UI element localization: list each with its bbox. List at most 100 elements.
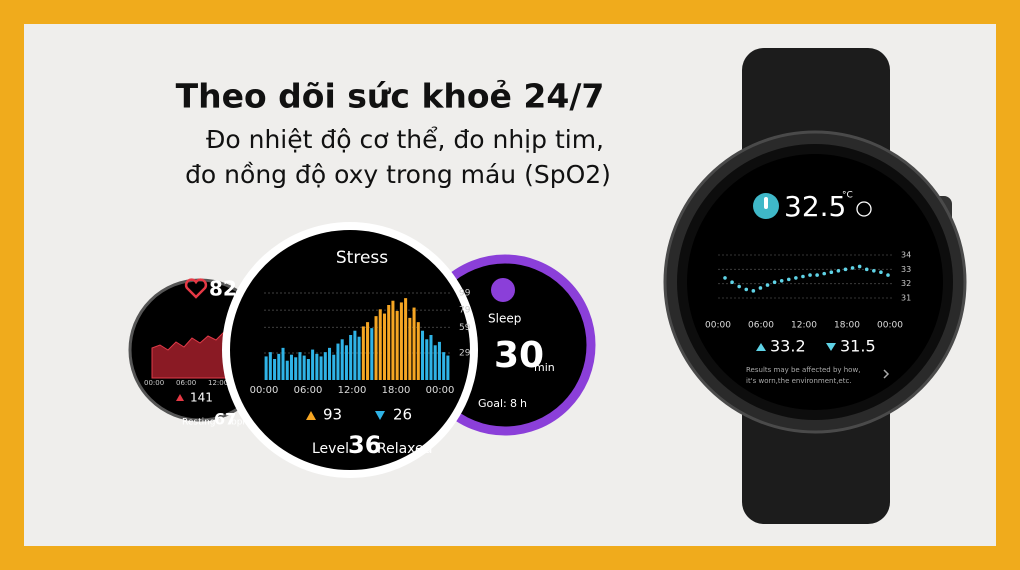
stress-bar	[366, 322, 370, 380]
stress-bar	[416, 322, 420, 380]
stress-min: 26	[393, 406, 412, 424]
y-tick-label: 31	[901, 294, 911, 303]
y-tick-label: 99	[459, 289, 471, 299]
temp-point	[765, 283, 770, 287]
y-tick-label: 33	[901, 265, 911, 274]
stress-bar	[277, 353, 281, 380]
stress-bar	[336, 343, 340, 380]
temp-point	[886, 273, 890, 277]
level-text: Relaxed	[377, 441, 433, 457]
sleep-value: 30	[494, 335, 544, 376]
y-tick-label: 59	[459, 323, 471, 333]
stress-bar	[323, 352, 327, 380]
x-tick-label: 00:00	[705, 321, 731, 331]
temp-point	[794, 276, 798, 280]
temp-min: 31.5	[840, 337, 876, 356]
temp-point	[758, 286, 763, 290]
resting-value: 67	[214, 410, 236, 429]
y-tick-label: 29	[459, 349, 471, 359]
stress-bar	[298, 352, 302, 380]
down-arrow	[826, 343, 836, 351]
temp-point	[737, 284, 741, 289]
level-value: 36	[348, 431, 381, 459]
temp-unit: °C	[842, 191, 853, 201]
stress-bar	[378, 309, 382, 380]
sleep-unit: min	[534, 361, 555, 374]
temp-point	[879, 270, 883, 275]
resting-label: Resting	[182, 418, 216, 428]
stress-bar	[421, 330, 425, 380]
screen	[687, 154, 943, 410]
up-arrow	[176, 394, 184, 401]
stress-bar	[429, 335, 433, 380]
heart-max: 141	[190, 391, 213, 405]
temp-max: 33.2	[770, 337, 806, 356]
note: it's worn,the environment,etc.	[746, 377, 852, 385]
stress-bar	[340, 339, 344, 380]
temp-point	[850, 266, 855, 270]
stress-bar	[387, 305, 391, 380]
goal-label: Goal:	[478, 397, 507, 410]
stress-bar	[285, 360, 289, 380]
stress-bar	[332, 354, 336, 380]
x-tick-label: 00:00	[426, 385, 455, 396]
stress-bar	[442, 352, 446, 380]
temp-point	[843, 267, 848, 272]
temp-point	[836, 268, 841, 273]
x-label: 00:00	[144, 379, 164, 387]
moon-icon	[491, 278, 515, 302]
x-tick-label: 06:00	[294, 385, 323, 396]
x-tick-label: 12:00	[791, 321, 817, 331]
stress-bar	[306, 359, 310, 380]
stress-bar	[404, 298, 408, 380]
note: Results may be affected by how,	[746, 366, 860, 374]
x-tick-label: 12:00	[338, 385, 367, 396]
goal-unit: h	[520, 397, 527, 410]
temp-point	[822, 271, 827, 276]
stress-bar	[391, 300, 395, 380]
stress-bar	[349, 335, 353, 380]
temp-point	[801, 274, 805, 279]
resting-unit: bpm	[231, 418, 251, 428]
stress-bar	[264, 356, 268, 380]
x-label: 06:00	[176, 379, 196, 387]
up-arrow	[306, 411, 316, 420]
temp-point	[872, 268, 876, 273]
title: Theo dõi sức khoẻ 24/7	[176, 77, 605, 116]
up-arrow	[756, 343, 766, 351]
stress-bar	[311, 349, 315, 380]
subtitle: đo nồng độ oxy trong máu (SpO2)	[185, 160, 611, 189]
temp-point	[864, 267, 869, 272]
x-tick-label: 18:00	[834, 321, 860, 331]
sleep-label: Sleep	[488, 312, 521, 326]
stress-bar	[399, 302, 403, 380]
stress-bar	[315, 353, 319, 380]
x-tick-label: 00:00	[877, 321, 903, 331]
chevron	[883, 369, 890, 379]
stress-bar	[357, 336, 361, 380]
stress-bar	[319, 356, 323, 380]
thermo-glyph	[764, 197, 768, 209]
goal-value: 8	[510, 397, 517, 410]
temp-point	[744, 287, 749, 292]
temp-value: 32.5	[784, 190, 846, 223]
y-tick-label: 32	[901, 279, 911, 288]
x-tick-label: 06:00	[748, 321, 774, 331]
stress-bar	[374, 316, 378, 380]
stress-bar	[370, 328, 374, 380]
temp-point	[751, 289, 756, 293]
subtitle: Đo nhiệt độ cơ thể, đo nhịp tim,	[206, 125, 604, 154]
stress-bar	[281, 347, 285, 380]
stress-bar	[446, 355, 450, 380]
down-arrow	[375, 411, 385, 420]
stress-bar	[395, 311, 399, 380]
main-watch: 32.5 °C 33.2 31.5 Results may be affecte…	[663, 48, 967, 524]
stress-bar	[437, 341, 441, 380]
stress-max: 93	[323, 406, 342, 424]
x-label: 12:00	[208, 379, 228, 387]
stress-bar	[433, 345, 437, 380]
info-icon	[856, 201, 872, 217]
level-label: Level	[312, 441, 349, 457]
